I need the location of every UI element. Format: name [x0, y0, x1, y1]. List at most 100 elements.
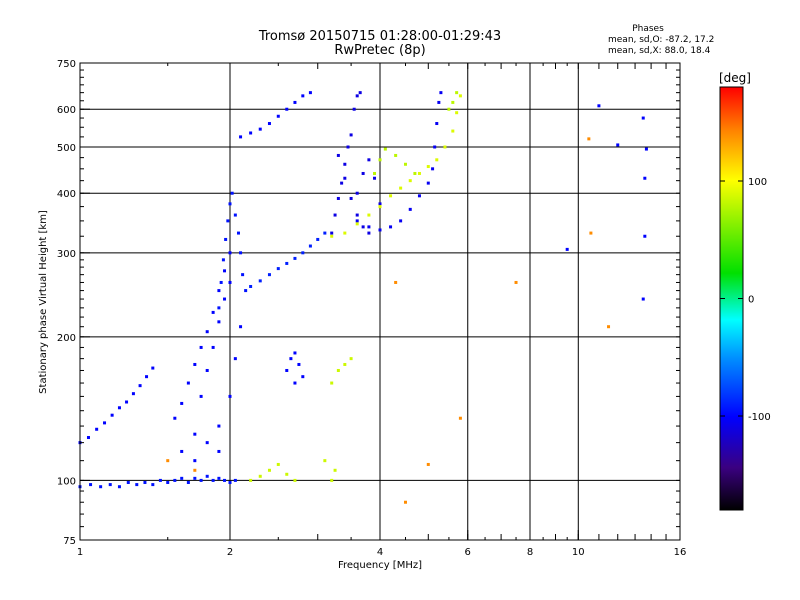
data-point — [228, 280, 232, 284]
data-point — [293, 381, 297, 385]
data-point — [89, 483, 93, 487]
data-point — [193, 468, 197, 472]
data-point — [276, 267, 280, 271]
data-point — [99, 485, 103, 489]
data-point — [239, 135, 243, 139]
data-point — [205, 441, 209, 445]
data-point — [258, 279, 262, 283]
data-point — [186, 381, 190, 385]
data-point — [199, 478, 203, 482]
data-point — [233, 357, 237, 361]
data-point — [355, 94, 359, 98]
x-tick-label: 8 — [527, 547, 533, 558]
data-point — [223, 297, 227, 301]
data-point — [330, 381, 334, 385]
y-tick-label: 100 — [57, 476, 76, 487]
data-point — [151, 483, 155, 487]
data-point — [211, 345, 215, 349]
data-point — [361, 171, 365, 175]
data-point — [267, 122, 271, 126]
data-point — [205, 330, 209, 334]
data-point — [180, 449, 184, 453]
data-point — [205, 368, 209, 372]
y-tick-label: 500 — [57, 143, 76, 154]
data-point — [297, 362, 301, 366]
data-point — [426, 181, 430, 185]
data-point — [223, 269, 227, 273]
data-point — [239, 251, 243, 255]
data-point — [228, 202, 232, 206]
data-point — [378, 202, 382, 206]
data-point — [193, 362, 197, 366]
data-point — [399, 186, 403, 190]
data-point — [117, 406, 121, 410]
data-point — [367, 225, 371, 229]
data-point — [616, 143, 620, 147]
data-point — [239, 325, 243, 329]
x-tick-label: 6 — [465, 547, 471, 558]
data-point — [211, 478, 215, 482]
colorbar: [deg] 100 0 -100 — [719, 71, 771, 511]
data-point — [293, 478, 297, 482]
data-point — [451, 100, 455, 104]
data-point — [403, 500, 407, 504]
stats-x-mode: mean, sd,X: 88.0, 18.4 — [608, 46, 711, 56]
data-point — [158, 478, 162, 482]
data-point — [308, 91, 312, 95]
data-point — [355, 219, 359, 223]
data-point — [336, 368, 340, 372]
data-point — [316, 237, 320, 241]
data-point — [367, 213, 371, 217]
data-point — [358, 91, 362, 95]
y-tick-label: 600 — [57, 105, 76, 116]
chart-title: Tromsø 20150715 01:28:00-01:29:43 — [258, 29, 501, 44]
data-point — [367, 231, 371, 235]
data-point — [180, 401, 184, 405]
data-point — [355, 191, 359, 195]
data-point — [355, 222, 359, 226]
data-point — [289, 357, 293, 361]
data-point — [439, 91, 443, 95]
data-point — [343, 162, 347, 166]
y-axis-label: Stationary phase Virtual Height [km] — [38, 210, 49, 394]
data-point — [333, 213, 337, 217]
data-point — [228, 480, 232, 484]
data-point — [180, 476, 184, 480]
data-point — [417, 171, 421, 175]
data-point — [267, 273, 271, 277]
data-point — [138, 384, 142, 388]
data-point — [643, 234, 647, 238]
data-point — [346, 145, 350, 149]
data-point — [236, 231, 240, 235]
data-point — [451, 129, 455, 133]
data-point — [217, 320, 221, 324]
data-point — [293, 351, 297, 355]
data-point — [228, 251, 232, 255]
data-point — [355, 213, 359, 217]
data-point — [367, 158, 371, 162]
data-point — [217, 289, 221, 293]
data-point — [373, 171, 377, 175]
data-point — [343, 176, 347, 180]
data-point — [433, 145, 437, 149]
x-axis-label: Frequency [MHz] — [338, 560, 422, 571]
data-point — [514, 280, 518, 284]
x-tick-label: 4 — [377, 547, 383, 558]
colorbar-tick-label: 0 — [748, 295, 754, 306]
data-point — [249, 131, 253, 135]
x-tick-label: 10 — [572, 547, 585, 558]
data-point — [403, 162, 407, 166]
data-point — [293, 100, 297, 104]
data-point — [330, 478, 334, 482]
data-point — [276, 114, 280, 118]
data-point — [458, 416, 462, 420]
data-point — [166, 480, 170, 484]
data-point — [186, 480, 190, 484]
data-point — [285, 107, 289, 111]
data-point — [301, 251, 305, 255]
x-tick-label: 1 — [77, 547, 83, 558]
data-point — [417, 194, 421, 198]
data-point — [217, 449, 221, 453]
data-point — [394, 280, 398, 284]
data-point — [333, 468, 337, 472]
